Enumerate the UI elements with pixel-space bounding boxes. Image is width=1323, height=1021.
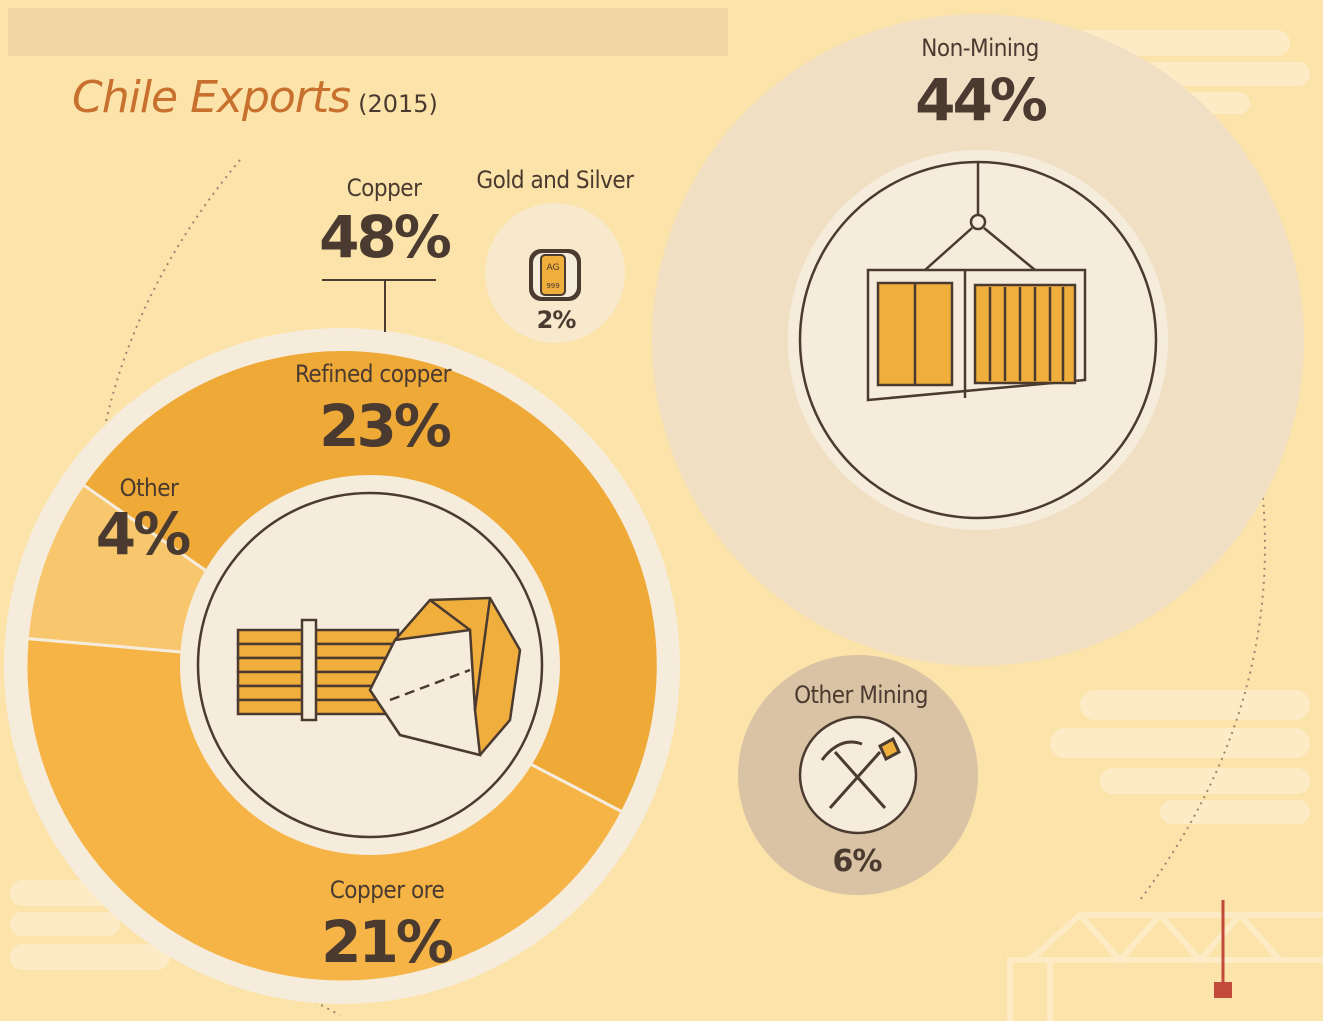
gold-bar-icon: AG 999 — [529, 249, 581, 301]
crane-hook — [1214, 982, 1232, 998]
pick-shovel-icon — [820, 736, 901, 809]
title-main: Chile Exports — [72, 72, 351, 123]
copper-label: Copper — [346, 174, 422, 202]
gold-bar-subtext: 999 — [546, 282, 559, 290]
other-mining-label: Other Mining — [794, 681, 928, 709]
other-mining-value: 6% — [832, 844, 883, 879]
gold-silver-value: 2% — [536, 306, 577, 334]
copper-ore-label: Copper ore — [329, 876, 445, 904]
copper-value: 48% — [319, 203, 452, 271]
non-mining-value: 44% — [915, 66, 1048, 134]
copper-ore-value: 21% — [321, 908, 454, 976]
crane-decoration — [1007, 910, 1323, 1021]
shipping-container-icon — [866, 162, 1087, 402]
other-label: Other — [119, 474, 179, 502]
non-mining-label: Non-Mining — [921, 34, 1039, 62]
gold-bar-text: AG — [547, 263, 560, 273]
other-value: 4% — [95, 500, 192, 568]
top-banner — [8, 8, 728, 56]
copper-center-ring — [196, 491, 544, 839]
copper-bars-icon — [236, 618, 400, 722]
chart-title: Chile Exports (2015) — [72, 72, 438, 123]
gold-silver-label: Gold and Silver — [476, 166, 634, 194]
copper-nugget-icon — [368, 596, 522, 757]
dotted-arc-right — [1139, 469, 1266, 901]
refined-copper-value: 23% — [319, 392, 452, 460]
title-year: (2015) — [358, 90, 438, 118]
refined-copper-label: Refined copper — [294, 360, 452, 388]
